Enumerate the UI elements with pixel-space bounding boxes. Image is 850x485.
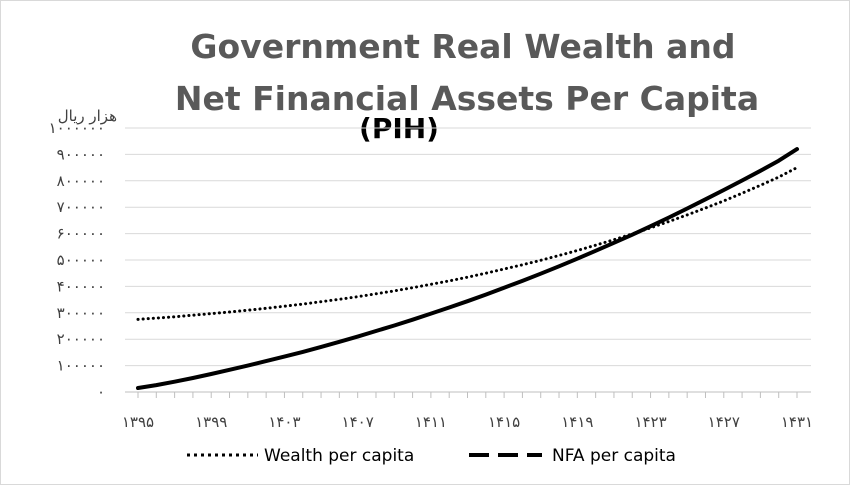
x-tick-label: ۱۴۱۵: [488, 413, 520, 431]
x-tick-label: ۱۳۹۵: [122, 413, 154, 431]
x-tick-label: ۱۴۰۷: [342, 413, 374, 431]
x-tick-label: ۱۴۰۳: [268, 413, 300, 431]
x-tick-label: ۱۴۳۱: [781, 413, 813, 431]
chart-title-line-1: Government Real Wealth and: [190, 27, 735, 66]
y-tick-label: ۱۰۰۰۰۰: [57, 357, 105, 375]
x-tick-label: ۱۴۱۹: [561, 413, 593, 431]
y-tick-label: ۳۰۰۰۰۰: [57, 304, 105, 322]
gridlines: [125, 127, 811, 367]
y-tick-label: ۴۰۰۰۰۰: [57, 277, 105, 295]
x-axis: ۱۳۹۵ ۱۳۹۹ ۱۴۰۳ ۱۴۰۷ ۱۴۱۱ ۱۴۱۵ ۱۴۱۹ ۱۴۲۳ ۱۴۲۷ ۱۴۳۱: [122, 391, 813, 431]
y-tick-label: ۰: [97, 383, 105, 401]
y-tick-label: ۸۰۰۰۰۰: [57, 172, 105, 190]
series-lines: [136, 147, 799, 390]
y-tick-label: ۹۰۰۰۰۰: [57, 145, 105, 163]
series-line-wealth: [136, 166, 799, 321]
x-tick-label: ۱۴۲۳: [634, 413, 666, 431]
y-tick-label: ۱۰۰۰۰۰۰: [49, 119, 105, 137]
y-tick-label: ۷۰۰۰۰۰: [57, 198, 105, 216]
x-tick-label: ۱۳۹۹: [195, 413, 227, 431]
y-tick-label: ۵۰۰۰۰۰: [57, 251, 105, 269]
y-tick-label: ۶۰۰۰۰۰: [57, 225, 105, 243]
series-line-nfa: [136, 147, 799, 390]
legend-label-nfa: NFA per capita: [552, 446, 676, 466]
y-axis-ticks: ۰ ۱۰۰۰۰۰ ۲۰۰۰۰۰ ۳۰۰۰۰۰ ۴۰۰۰۰۰ ۵۰۰۰۰۰ ۶۰۰۰۰۰ ۷۰۰…: [49, 119, 105, 401]
x-tick-label: ۱۴۲۷: [708, 413, 740, 431]
y-tick-label: ۲۰۰۰۰۰: [57, 330, 105, 348]
legend: Wealth per capita NFA per capita: [187, 446, 676, 466]
legend-label-wealth: Wealth per capita: [264, 446, 414, 466]
chart-title-line-2: Net Financial Assets Per Capita: [175, 79, 759, 118]
x-tick-label: ۱۴۱۱: [415, 413, 447, 431]
y-axis-unit-label: هزار ریال: [58, 107, 117, 125]
